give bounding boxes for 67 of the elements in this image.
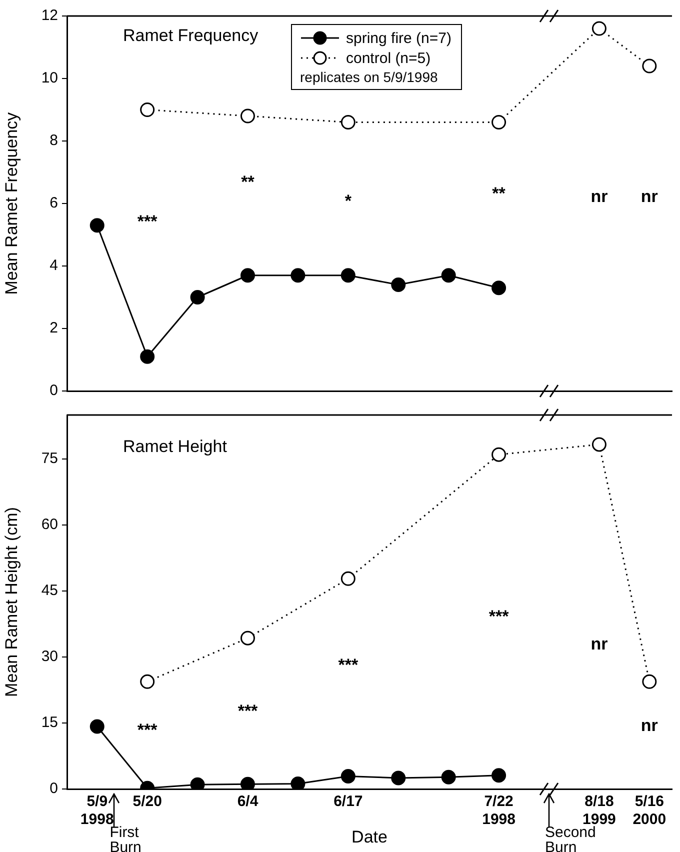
- x-tick-label: 6/17: [334, 793, 363, 810]
- point: [592, 437, 606, 452]
- point: [391, 770, 406, 786]
- annotation: ***: [137, 720, 158, 740]
- annotation: nr: [640, 186, 658, 206]
- y-tick-label: 0: [50, 382, 58, 400]
- y-axis-title: Mean Ramet Height (cm): [2, 507, 21, 697]
- y-tick-label: 60: [41, 516, 58, 534]
- point: [240, 108, 255, 124]
- annotation: ***: [338, 656, 358, 675]
- point: [90, 218, 104, 233]
- point: [391, 278, 406, 292]
- annotation: ***: [238, 702, 258, 721]
- point: [340, 268, 356, 283]
- point: [340, 571, 356, 586]
- point: [492, 768, 506, 783]
- point: [492, 447, 506, 462]
- x-tick-label: 6/4: [237, 793, 259, 810]
- y-tick-label: 4: [50, 257, 58, 274]
- y-tick-label: 15: [41, 714, 58, 732]
- annotation: nr: [590, 186, 608, 206]
- point: [140, 102, 155, 117]
- point: [441, 770, 456, 784]
- y-tick-label: 75: [41, 450, 58, 468]
- y-tick-label: 0: [50, 780, 58, 798]
- x-tick-label: 5/20: [132, 793, 162, 810]
- annotation: ***: [137, 212, 158, 231]
- point: [642, 58, 657, 74]
- x-axis-title: Date: [352, 827, 388, 846]
- text: Ramet Height: [123, 437, 227, 457]
- legend-label: spring fire (n=7): [346, 30, 452, 46]
- annotation: **: [241, 172, 255, 192]
- y-tick-label: 12: [41, 7, 58, 24]
- y-axis-title: Mean Ramet Frequency: [2, 112, 21, 295]
- legend-title: replicates on 5/9/1998: [300, 69, 439, 85]
- point: [240, 630, 255, 646]
- annotation: **: [492, 184, 506, 203]
- annotation: nr: [590, 634, 608, 654]
- point: [492, 280, 506, 296]
- y-tick-label: 8: [50, 132, 58, 150]
- point: [140, 349, 155, 364]
- point: [90, 719, 104, 734]
- x-tick-label: 7/22 1998: [482, 793, 516, 828]
- point: [140, 674, 155, 689]
- y-tick-label: 30: [41, 648, 58, 666]
- point: [290, 776, 306, 789]
- text: First Burn: [110, 824, 142, 852]
- x-tick-label: 5/16 2000: [632, 793, 666, 828]
- point: [340, 768, 356, 784]
- y-tick-label: 45: [41, 582, 58, 600]
- point: [240, 776, 255, 789]
- annotation: ***: [488, 607, 510, 626]
- point: [441, 268, 456, 283]
- y-tick-label: 6: [50, 194, 58, 212]
- annotation: *: [344, 191, 352, 210]
- point: [340, 115, 356, 130]
- point: [290, 268, 306, 283]
- legend-label: control (n=5): [346, 50, 431, 66]
- y-tick-label: 2: [50, 320, 58, 337]
- annotation: nr: [640, 716, 658, 736]
- point: [592, 21, 606, 36]
- point: [190, 290, 205, 304]
- point: [642, 674, 657, 689]
- text: Ramet Frequency: [123, 26, 258, 46]
- point: [492, 115, 506, 130]
- y-tick-label: 10: [41, 70, 58, 87]
- point: [240, 268, 255, 283]
